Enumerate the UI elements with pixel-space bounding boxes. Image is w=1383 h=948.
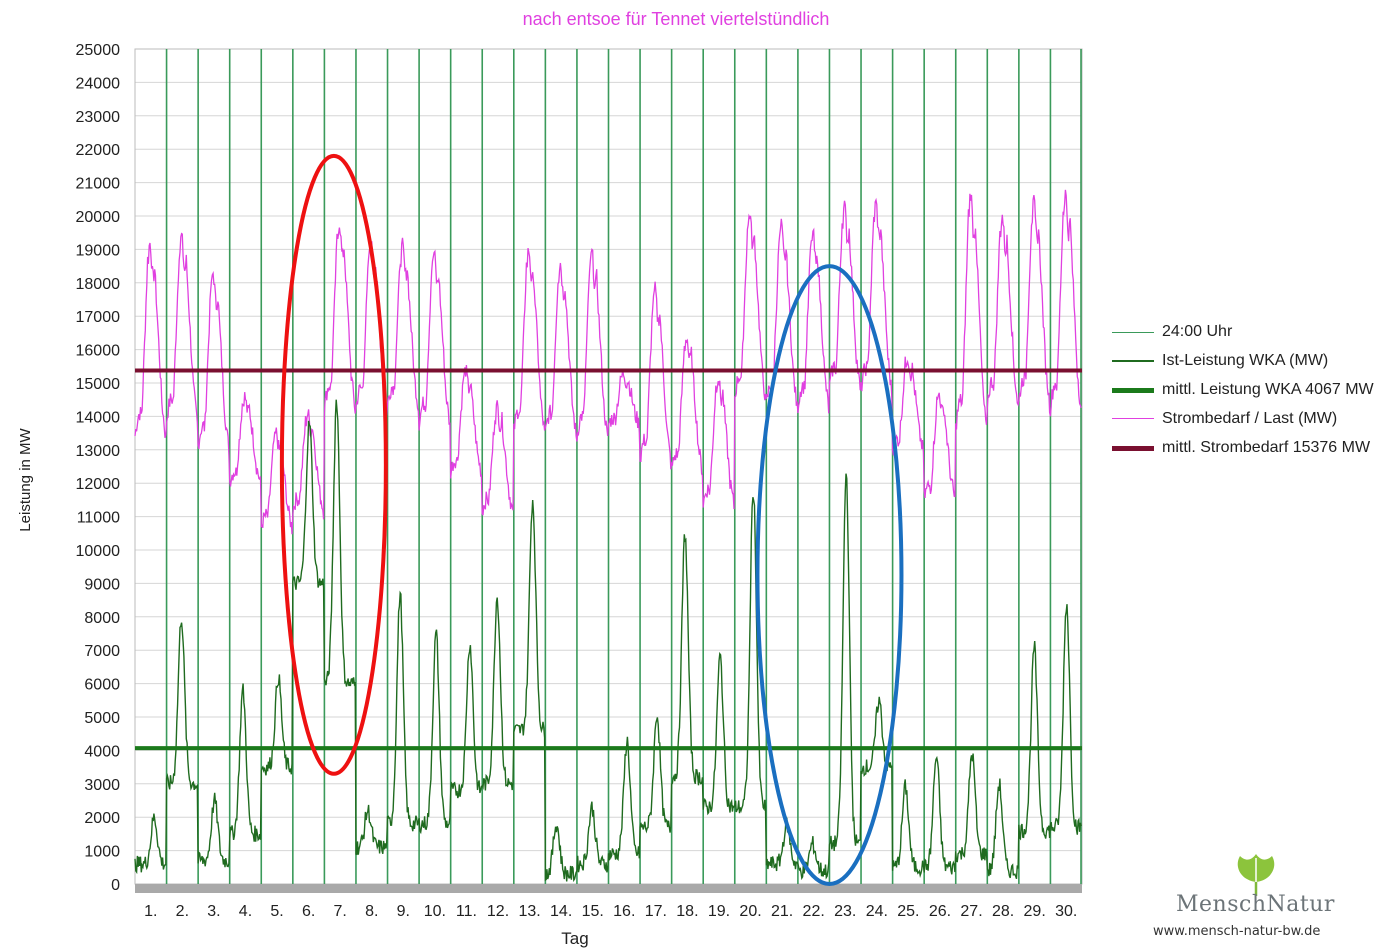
y-tick-label: 5000 xyxy=(84,710,120,727)
y-tick-label: 8000 xyxy=(84,610,120,627)
y-tick-label: 19000 xyxy=(76,242,121,259)
x-tick-labels: 1. 2. 3. 4. 5. 6. 7. 8. 9. 10. 11. 12. 13. 14. 15. 16. 1… xyxy=(144,903,1077,920)
x-tick-label: 28. xyxy=(992,903,1014,920)
x-tick-label: 25. xyxy=(897,903,919,920)
legend-label: 24:00 Uhr xyxy=(1162,323,1233,340)
x-tick-label: 21. xyxy=(771,903,793,920)
y-tick-label: 0 xyxy=(111,877,120,894)
x-tick-label: 6. xyxy=(302,903,315,920)
y-tick-label: 10000 xyxy=(76,543,121,560)
x-tick-label: 26. xyxy=(929,903,951,920)
y-tick-label: 2000 xyxy=(84,810,120,827)
x-tick-label: 27. xyxy=(960,903,982,920)
x-tick-label: 9. xyxy=(397,903,410,920)
legend-swatch xyxy=(1112,331,1154,333)
x-axis-band xyxy=(135,884,1082,893)
x-tick-label: 5. xyxy=(270,903,283,920)
x-tick-label: 22. xyxy=(803,903,825,920)
y-tick-label: 24000 xyxy=(76,75,121,92)
x-tick-label: 23. xyxy=(834,903,856,920)
y-tick-label: 1000 xyxy=(84,844,120,861)
x-tick-label: 20. xyxy=(739,903,761,920)
x-tick-label: 3. xyxy=(207,903,220,920)
y-tick-label: 11000 xyxy=(77,510,120,527)
y-tick-label: 20000 xyxy=(76,209,121,226)
x-tick-label: 8. xyxy=(365,903,378,920)
y-tick-label: 15000 xyxy=(76,376,121,393)
y-tick-label: 9000 xyxy=(84,576,120,593)
x-tick-label: 19. xyxy=(708,903,730,920)
annotation-ellipse xyxy=(279,153,388,776)
x-tick-label: 16. xyxy=(613,903,635,920)
x-tick-label: 15. xyxy=(582,903,604,920)
y-tick-label: 13000 xyxy=(76,443,121,460)
x-tick-label: 29. xyxy=(1024,903,1046,920)
series-lines xyxy=(134,189,1082,883)
x-tick-label: 1. xyxy=(144,903,157,920)
annotation-ellipse xyxy=(755,264,904,886)
legend-label: Strombedarf / Last (MW) xyxy=(1162,410,1338,427)
x-tick-label: 14. xyxy=(550,903,572,920)
x-tick-label: 11. xyxy=(456,903,477,920)
x-tick-label: 10. xyxy=(424,903,446,920)
y-tick-label: 18000 xyxy=(76,276,121,293)
legend-item: mittl. Strombedarf 15376 MW xyxy=(1112,438,1377,458)
legend-label: Ist-Leistung WKA (MW) xyxy=(1162,352,1329,369)
chart-title: nach entsoe für Tennet viertelstündlich xyxy=(523,9,830,29)
annotations xyxy=(279,153,904,886)
series-demand-line xyxy=(134,189,1082,535)
logo-url: www.mensch-natur-bw.de xyxy=(1153,924,1321,939)
y-tick-labels: 0 1000 2000 3000 4000 5000 6000 7000 8000 9000 100… xyxy=(76,42,121,894)
x-tick-label: 13. xyxy=(518,903,540,920)
legend-item: Ist-Leistung WKA (MW) xyxy=(1112,351,1377,371)
y-tick-label: 23000 xyxy=(76,109,121,126)
y-tick-label: 3000 xyxy=(84,777,120,794)
x-tick-label: 12. xyxy=(487,903,509,920)
y-tick-label: 25000 xyxy=(76,42,121,59)
y-tick-label: 14000 xyxy=(76,409,121,426)
y-tick-label: 7000 xyxy=(84,643,120,660)
y-tick-label: 6000 xyxy=(84,677,120,694)
x-tick-label: 17. xyxy=(645,903,667,920)
x-axis-label: Tag xyxy=(561,929,588,948)
x-tick-label: 24. xyxy=(866,903,888,920)
y-tick-label: 17000 xyxy=(76,309,121,326)
x-tick-label: 30. xyxy=(1055,903,1077,920)
series-wind-line xyxy=(134,399,1082,883)
x-tick-label: 2. xyxy=(176,903,189,920)
legend-swatch xyxy=(1112,418,1154,420)
legend-item: mittl. Leistung WKA 4067 MW xyxy=(1112,380,1377,400)
legend: 24:00 Uhr Ist-Leistung WKA (MW) mittl. Lei… xyxy=(1112,322,1377,467)
y-tick-label: 12000 xyxy=(76,476,121,493)
y-axis-label: Leistung in MW xyxy=(17,427,34,531)
legend-swatch xyxy=(1112,360,1154,362)
y-tick-label: 21000 xyxy=(76,176,121,193)
day-separators xyxy=(165,49,1082,884)
logo: MenschNatur www.mensch-natur-bw.de xyxy=(1150,848,1375,946)
legend-swatch xyxy=(1112,387,1154,393)
y-tick-label: 22000 xyxy=(76,142,121,159)
logo-name: MenschNatur xyxy=(1176,892,1335,917)
legend-item: Strombedarf / Last (MW) xyxy=(1112,409,1377,429)
legend-item: 24:00 Uhr xyxy=(1112,322,1377,342)
legend-label: mittl. Leistung WKA 4067 MW xyxy=(1162,381,1374,398)
legend-label: mittl. Strombedarf 15376 MW xyxy=(1162,439,1371,456)
x-tick-label: 7. xyxy=(334,903,347,920)
x-tick-label: 4. xyxy=(239,903,252,920)
x-tick-label: 18. xyxy=(676,903,698,920)
legend-swatch xyxy=(1112,445,1154,451)
y-tick-label: 16000 xyxy=(76,343,121,360)
y-tick-label: 4000 xyxy=(84,743,120,760)
ginkgo-leaf-icon xyxy=(1237,854,1275,896)
